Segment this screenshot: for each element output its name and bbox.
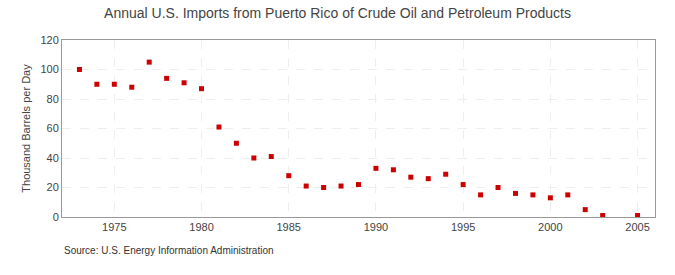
svg-text:1985: 1985	[276, 221, 300, 233]
svg-text:2000: 2000	[538, 221, 562, 233]
svg-text:1975: 1975	[102, 221, 126, 233]
svg-text:1990: 1990	[364, 221, 388, 233]
svg-text:1980: 1980	[189, 221, 213, 233]
svg-text:80: 80	[47, 93, 59, 105]
svg-text:Thousand Barrels per Day: Thousand Barrels per Day	[20, 64, 32, 193]
svg-text:20: 20	[47, 181, 59, 193]
svg-text:0: 0	[53, 211, 59, 223]
svg-text:Source: U.S. Energy Informatio: Source: U.S. Energy Information Administ…	[64, 245, 274, 256]
svg-text:60: 60	[47, 122, 59, 134]
svg-text:100: 100	[40, 63, 58, 75]
svg-text:Annual U.S. Imports from Puert: Annual U.S. Imports from Puerto Rico of …	[104, 5, 571, 21]
svg-text:40: 40	[47, 152, 59, 164]
svg-text:120: 120	[40, 34, 58, 46]
svg-text:1995: 1995	[451, 221, 475, 233]
svg-text:2005: 2005	[625, 221, 649, 233]
